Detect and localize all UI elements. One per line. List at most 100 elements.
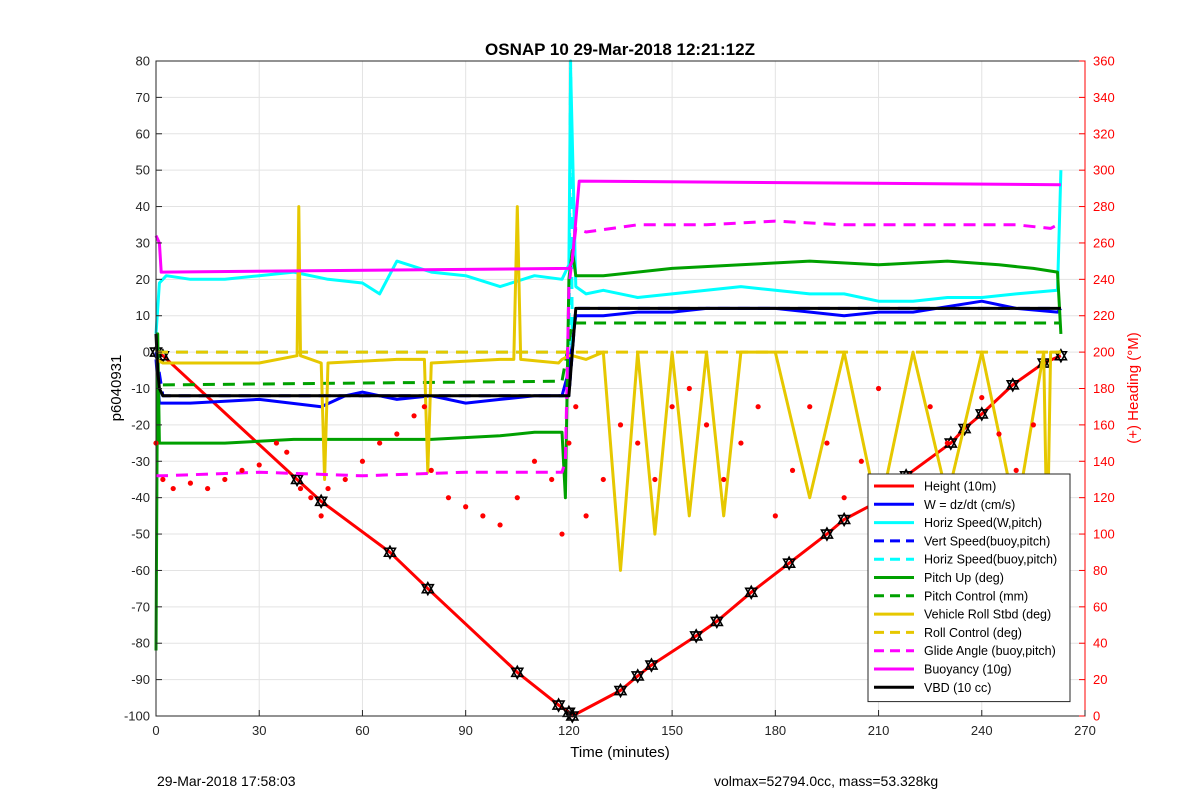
- series-height-10m-marker: [383, 544, 397, 560]
- triangle-up-marker: [290, 471, 304, 485]
- y-tick-label: 10: [136, 308, 150, 323]
- triangle-down-marker: [383, 547, 397, 560]
- legend-label: Roll Control (deg): [924, 626, 1022, 640]
- y-axis-right-label: (+) Heading (°M): [1125, 332, 1142, 443]
- series-height-10m-marker: [420, 580, 435, 597]
- series-heading-point: [858, 458, 864, 464]
- triangle-down-marker: [314, 496, 329, 509]
- triangle-up-marker: [974, 406, 989, 419]
- series-height-10m-marker: [709, 613, 724, 630]
- series-heading-point: [927, 404, 933, 410]
- y-tick-label: 60: [136, 126, 150, 141]
- y-tick-label: -10: [131, 381, 150, 396]
- series-heading-point: [463, 504, 469, 510]
- legend-label: VBD (10 cc): [924, 681, 991, 695]
- triangle-down-marker: [630, 671, 645, 684]
- series-heading-point: [559, 531, 565, 537]
- series-glide-angle-buoy-pitch-line: [156, 219, 1059, 478]
- series-height-10m-marker: [1054, 348, 1068, 364]
- series-heading-point: [807, 404, 813, 410]
- series-heading-point: [996, 431, 1002, 437]
- triangle-up-marker: [1054, 348, 1068, 361]
- series-heading-point: [875, 385, 882, 392]
- triangle-up-marker: [314, 493, 329, 507]
- y2-tick-label: 260: [1093, 235, 1115, 250]
- y2-tick-label: 140: [1093, 454, 1115, 469]
- legend-label: Horiz Speed(W,pitch): [924, 516, 1042, 530]
- x-tick-label: 90: [458, 723, 472, 738]
- series-vehicle-roll-stbd-deg-line: [155, 205, 1061, 572]
- triangle-down-marker: [565, 711, 580, 724]
- y2-tick-label: 360: [1093, 54, 1115, 69]
- legend-box: [867, 473, 1071, 703]
- triangle-up-marker: [420, 580, 435, 594]
- series-heading-point: [1030, 422, 1036, 428]
- y-tick-label: 30: [136, 235, 150, 250]
- series-height-10m-marker: [644, 657, 659, 673]
- legend-label: W = dz/dt (cm/s): [924, 498, 1015, 512]
- triangle-down-marker: [290, 474, 304, 488]
- series-heading-point: [222, 476, 228, 483]
- series-heading-point: [318, 513, 324, 519]
- triangle-up-marker: [1005, 377, 1020, 390]
- y2-tick-label: 320: [1093, 126, 1115, 141]
- series-heading-point: [325, 485, 331, 492]
- triangle-down-marker: [613, 685, 628, 699]
- triangle-up-marker: [630, 668, 645, 681]
- legend-label: Pitch Up (deg): [924, 571, 1004, 585]
- series-height-10m-marker: [744, 584, 759, 600]
- series-heading-point: [755, 404, 761, 410]
- series-height-10m-marker: [565, 708, 580, 724]
- series-heading-point: [669, 404, 675, 410]
- plot-area: -100-90-80-70-60-50-40-30-20-10010203040…: [124, 54, 1115, 739]
- triangle-up-marker: [383, 544, 397, 558]
- series-height-10m-marker: [820, 526, 834, 542]
- triangle-down-marker: [744, 587, 759, 600]
- series-heading-point: [738, 440, 744, 446]
- y-tick-label: 20: [136, 272, 150, 287]
- series-heading-point: [480, 513, 486, 519]
- triangle-up-marker: [551, 697, 566, 710]
- y2-tick-label: 240: [1093, 272, 1115, 287]
- triangle-down-marker: [510, 667, 525, 680]
- series-heading-point: [497, 522, 503, 528]
- series-height-10m-marker: [630, 668, 645, 684]
- series-heading-point: [445, 495, 452, 501]
- y2-tick-label: 340: [1093, 90, 1115, 105]
- triangle-down-marker: [562, 707, 576, 721]
- series-heading-point: [772, 513, 778, 519]
- series-heading-point: [160, 476, 166, 483]
- x-tick-label: 60: [355, 723, 369, 738]
- series-heading-point: [531, 458, 538, 464]
- series-heading-point: [600, 476, 606, 483]
- triangle-down-marker: [644, 660, 659, 673]
- series-heading-point: [256, 462, 262, 468]
- series-heading-point: [428, 467, 434, 473]
- triangle-up-marker: [957, 420, 972, 434]
- series-heading-point: [652, 476, 658, 483]
- triangle-down-marker: [709, 616, 724, 630]
- series-height-10m-marker: [782, 555, 796, 571]
- series-heading-point: [514, 495, 520, 501]
- series-heading-point: [789, 467, 796, 473]
- legend-label: Vehicle Roll Stbd (deg): [924, 608, 1051, 622]
- y-axis-left-label: p6040931: [108, 355, 125, 422]
- y2-tick-label: 60: [1093, 599, 1107, 614]
- y2-tick-label: 20: [1093, 672, 1107, 687]
- y2-tick-label: 40: [1093, 636, 1107, 651]
- footer-volmax-mass: volmax=52794.0cc, mass=53.328kg: [714, 773, 939, 789]
- series-heading-point: [841, 495, 847, 501]
- triangle-down-marker: [1054, 350, 1068, 364]
- y-tick-label: 50: [136, 163, 150, 178]
- series-height-10m-marker: [1005, 377, 1020, 393]
- series-heading-point: [239, 467, 245, 473]
- series-height-10m-marker: [510, 664, 525, 680]
- series-heading-point: [170, 485, 176, 492]
- x-tick-label: 0: [152, 723, 159, 738]
- triangle-down-marker: [420, 583, 435, 597]
- x-tick-label: 210: [868, 723, 890, 738]
- y-tick-label: 0: [143, 345, 150, 360]
- series-heading-point: [617, 422, 624, 428]
- triangle-up-marker: [510, 664, 525, 678]
